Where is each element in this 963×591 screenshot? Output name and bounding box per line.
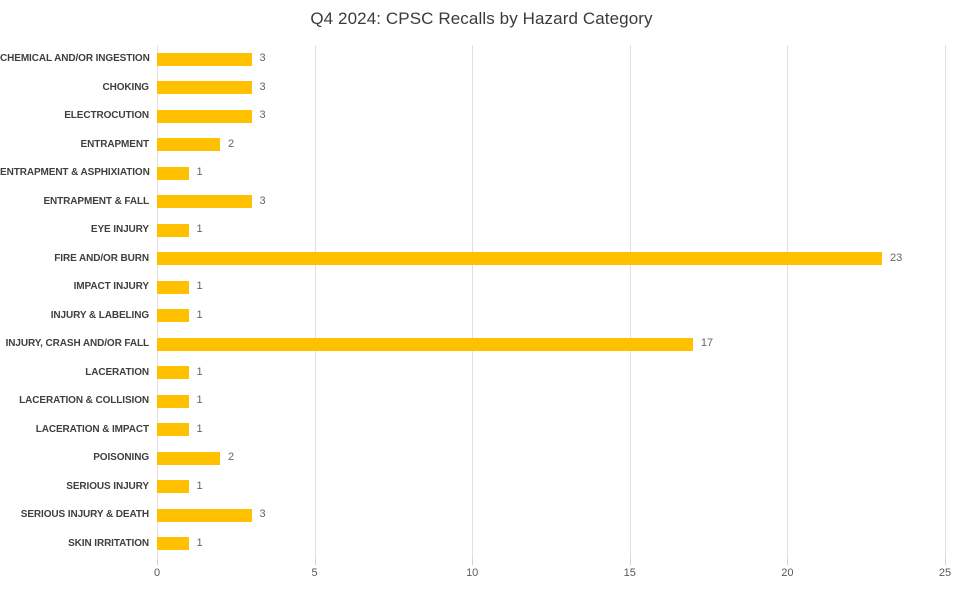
bar	[157, 81, 252, 95]
bar-value-label: 3	[259, 508, 266, 521]
category-label: SERIOUS INJURY	[66, 480, 149, 492]
category-label: ENTRAPMENT & FALL	[43, 195, 149, 207]
category-label: ENTRAPMENT & ASPHIXIATION	[0, 167, 150, 179]
category-label: INJURY, CRASH AND/OR FALL	[5, 338, 150, 350]
x-axis-tick-label: 5	[311, 567, 318, 579]
category-label: LACERATION & COLLISION	[19, 395, 149, 407]
tick-mark	[787, 558, 789, 565]
bar-value-label: 3	[259, 194, 266, 207]
category-label: EYE INJURY	[90, 224, 149, 236]
bar	[157, 480, 189, 494]
bar-value-label: 1	[196, 422, 203, 435]
bar-value-label: 1	[196, 365, 203, 378]
bar	[157, 337, 693, 351]
gridline	[945, 45, 946, 558]
bar	[157, 451, 221, 465]
tick-mark	[945, 558, 946, 565]
x-axis-tick-label: 10	[466, 567, 479, 579]
bar	[157, 223, 189, 237]
bar-value-label: 17	[700, 337, 714, 350]
bar	[157, 394, 189, 408]
category-label: IMPACT INJURY	[73, 281, 149, 293]
gridline	[472, 45, 474, 558]
category-label: FIRE AND/OR BURN	[54, 252, 149, 264]
bar-value-label: 1	[196, 536, 203, 549]
category-label: ELECTROCUTION	[64, 110, 149, 122]
bar	[157, 252, 882, 266]
category-label: CHEMICAL AND/OR INGESTION	[0, 53, 150, 65]
bar-value-label: 1	[196, 223, 203, 236]
bar-value-label: 3	[259, 109, 266, 122]
category-label: LACERATION	[85, 366, 149, 378]
category-label: SERIOUS INJURY & DEATH	[20, 509, 149, 521]
bar	[157, 195, 252, 209]
bar	[157, 138, 221, 152]
bar	[157, 52, 252, 66]
bar-value-label: 1	[196, 308, 203, 321]
tick-mark	[314, 558, 316, 565]
category-label: ENTRAPMENT	[80, 138, 150, 150]
bar	[157, 309, 189, 323]
bar	[157, 166, 189, 180]
bar-value-label: 23	[889, 251, 903, 264]
category-label: POISONING	[93, 452, 149, 464]
gridline	[629, 45, 631, 558]
bar-value-label: 3	[259, 80, 266, 93]
bar	[157, 423, 189, 437]
gridline	[314, 45, 316, 558]
bar-value-label: 1	[196, 394, 203, 407]
category-label: LACERATION & IMPACT	[35, 423, 149, 435]
category-label: CHOKING	[102, 81, 149, 93]
x-axis-tick-label: 25	[938, 567, 952, 579]
bar-value-label: 2	[228, 451, 235, 464]
bar	[157, 109, 252, 123]
bar	[157, 366, 189, 380]
chart-title: Q4 2024: CPSC Recalls by Hazard Category	[310, 9, 653, 28]
x-axis-tick-label: 20	[781, 567, 794, 579]
bar-value-label: 1	[196, 166, 203, 179]
bar-value-label: 2	[228, 137, 235, 150]
gridline	[157, 45, 158, 558]
x-axis-tick-label: 0	[153, 567, 161, 579]
tick-mark	[157, 558, 158, 565]
category-label: INJURY & LABELING	[50, 309, 149, 321]
bar-value-label: 1	[196, 280, 203, 293]
tick-mark	[472, 558, 474, 565]
bar-value-label: 3	[259, 52, 266, 65]
bar-value-label: 1	[196, 479, 203, 492]
gridline	[787, 45, 789, 558]
x-axis-tick-label: 15	[623, 567, 636, 579]
bar	[157, 537, 189, 551]
tick-mark	[629, 558, 631, 565]
bar	[157, 508, 252, 522]
bar	[157, 280, 189, 294]
category-label: SKIN IRRITATION	[68, 537, 149, 549]
